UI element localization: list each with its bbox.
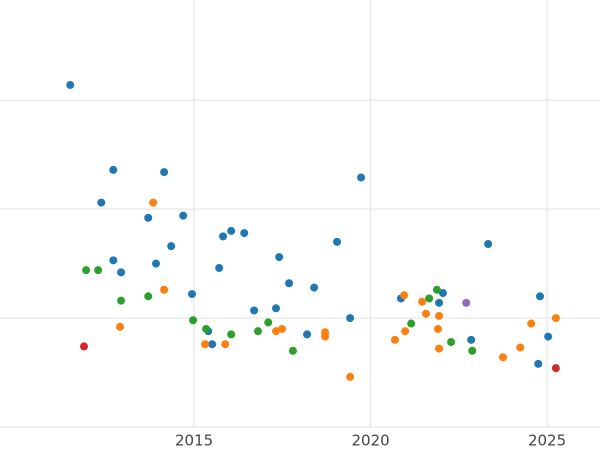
point xyxy=(167,242,176,251)
point xyxy=(219,232,228,241)
point xyxy=(227,330,236,339)
point xyxy=(468,346,477,355)
point xyxy=(275,253,284,262)
point xyxy=(240,229,249,238)
point xyxy=(144,213,153,222)
point xyxy=(435,344,444,353)
point xyxy=(288,346,297,355)
x-tick-label: 2015 xyxy=(175,432,213,450)
point xyxy=(272,304,280,313)
point xyxy=(201,340,210,349)
point xyxy=(278,324,286,333)
point xyxy=(462,298,471,307)
point xyxy=(498,353,507,362)
point xyxy=(254,327,262,336)
point xyxy=(144,292,153,301)
point xyxy=(264,318,273,327)
x-tick-label: 2020 xyxy=(351,432,389,450)
point xyxy=(285,279,294,288)
point xyxy=(116,322,124,331)
point xyxy=(272,327,280,336)
point xyxy=(551,314,560,323)
point xyxy=(117,296,126,305)
point xyxy=(189,316,198,325)
point xyxy=(333,237,342,246)
point xyxy=(418,297,427,306)
point xyxy=(160,168,169,177)
point xyxy=(434,324,442,333)
point xyxy=(160,285,169,294)
point xyxy=(407,319,416,328)
point xyxy=(390,335,399,344)
point xyxy=(534,359,543,368)
point xyxy=(435,298,444,307)
point xyxy=(109,165,118,174)
point xyxy=(152,259,160,268)
point xyxy=(202,324,211,333)
point xyxy=(208,340,217,349)
point xyxy=(422,309,430,318)
point xyxy=(149,198,158,207)
point xyxy=(97,198,106,207)
point xyxy=(188,290,196,299)
point xyxy=(467,335,476,344)
point xyxy=(401,327,410,336)
point xyxy=(80,342,88,351)
point xyxy=(227,226,236,235)
point xyxy=(82,266,91,275)
point xyxy=(425,294,434,303)
point xyxy=(357,173,366,182)
point xyxy=(447,338,456,347)
point xyxy=(438,289,447,298)
point xyxy=(346,314,355,323)
point xyxy=(179,211,188,220)
point xyxy=(310,283,319,292)
point xyxy=(536,292,544,301)
point xyxy=(544,332,553,341)
point xyxy=(221,340,230,349)
point xyxy=(94,266,103,275)
point xyxy=(250,306,259,315)
point xyxy=(117,268,126,277)
point xyxy=(321,332,330,341)
point xyxy=(346,372,355,381)
point xyxy=(109,256,118,265)
point xyxy=(215,263,224,272)
x-tick-label: 2025 xyxy=(528,432,566,450)
point xyxy=(484,240,493,248)
point xyxy=(435,311,444,320)
point xyxy=(400,291,409,300)
point xyxy=(516,343,525,352)
point xyxy=(527,319,536,328)
point xyxy=(551,364,560,373)
point xyxy=(66,80,75,89)
point xyxy=(303,330,312,339)
point xyxy=(432,285,441,294)
